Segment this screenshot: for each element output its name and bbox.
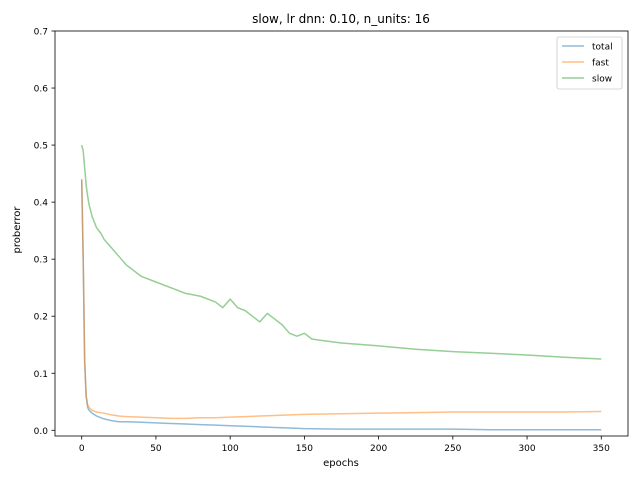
x-tick-label: 250 (444, 444, 461, 454)
legend: total fast slow (556, 36, 623, 90)
series-line-fast (80, 179, 602, 420)
chart-title: slow, lr dnn: 0.10, n_units: 16 (252, 12, 430, 26)
y-tick-label: 0.0 (34, 427, 49, 437)
legend-box (556, 36, 623, 90)
x-tick-label: 100 (222, 444, 239, 454)
series-layer (80, 144, 602, 431)
legend-label-total: total (592, 43, 613, 53)
plot-frame (54, 30, 629, 437)
x-axis-label: epochs (323, 458, 359, 469)
y-tick-label: 0.6 (34, 85, 49, 95)
y-axis-label: proberror (12, 206, 23, 254)
series-line-total (80, 179, 602, 431)
x-tick-label: 200 (370, 444, 387, 454)
y-tick-label: 0.2 (34, 313, 48, 323)
x-tick-label: 350 (593, 444, 610, 454)
legend-label-slow: slow (592, 75, 612, 85)
y-tick-label: 0.4 (34, 199, 49, 209)
legend-label-fast: fast (592, 59, 609, 69)
y-tick-label: 0.7 (34, 28, 48, 38)
series-line-slow (80, 144, 602, 360)
y-tick-label: 0.5 (34, 142, 48, 152)
axes-layer: 0 50 100 150 200 250 300 350 0.0 0.1 0.2 0.3 0.4 0.5 0… (34, 28, 629, 454)
x-tick-label: 0 (79, 444, 85, 454)
x-tick-label: 150 (296, 444, 313, 454)
x-tick-label: 300 (518, 444, 535, 454)
x-tick-label: 50 (150, 444, 162, 454)
y-tick-label: 0.1 (34, 370, 48, 380)
y-tick-label: 0.3 (34, 256, 48, 266)
